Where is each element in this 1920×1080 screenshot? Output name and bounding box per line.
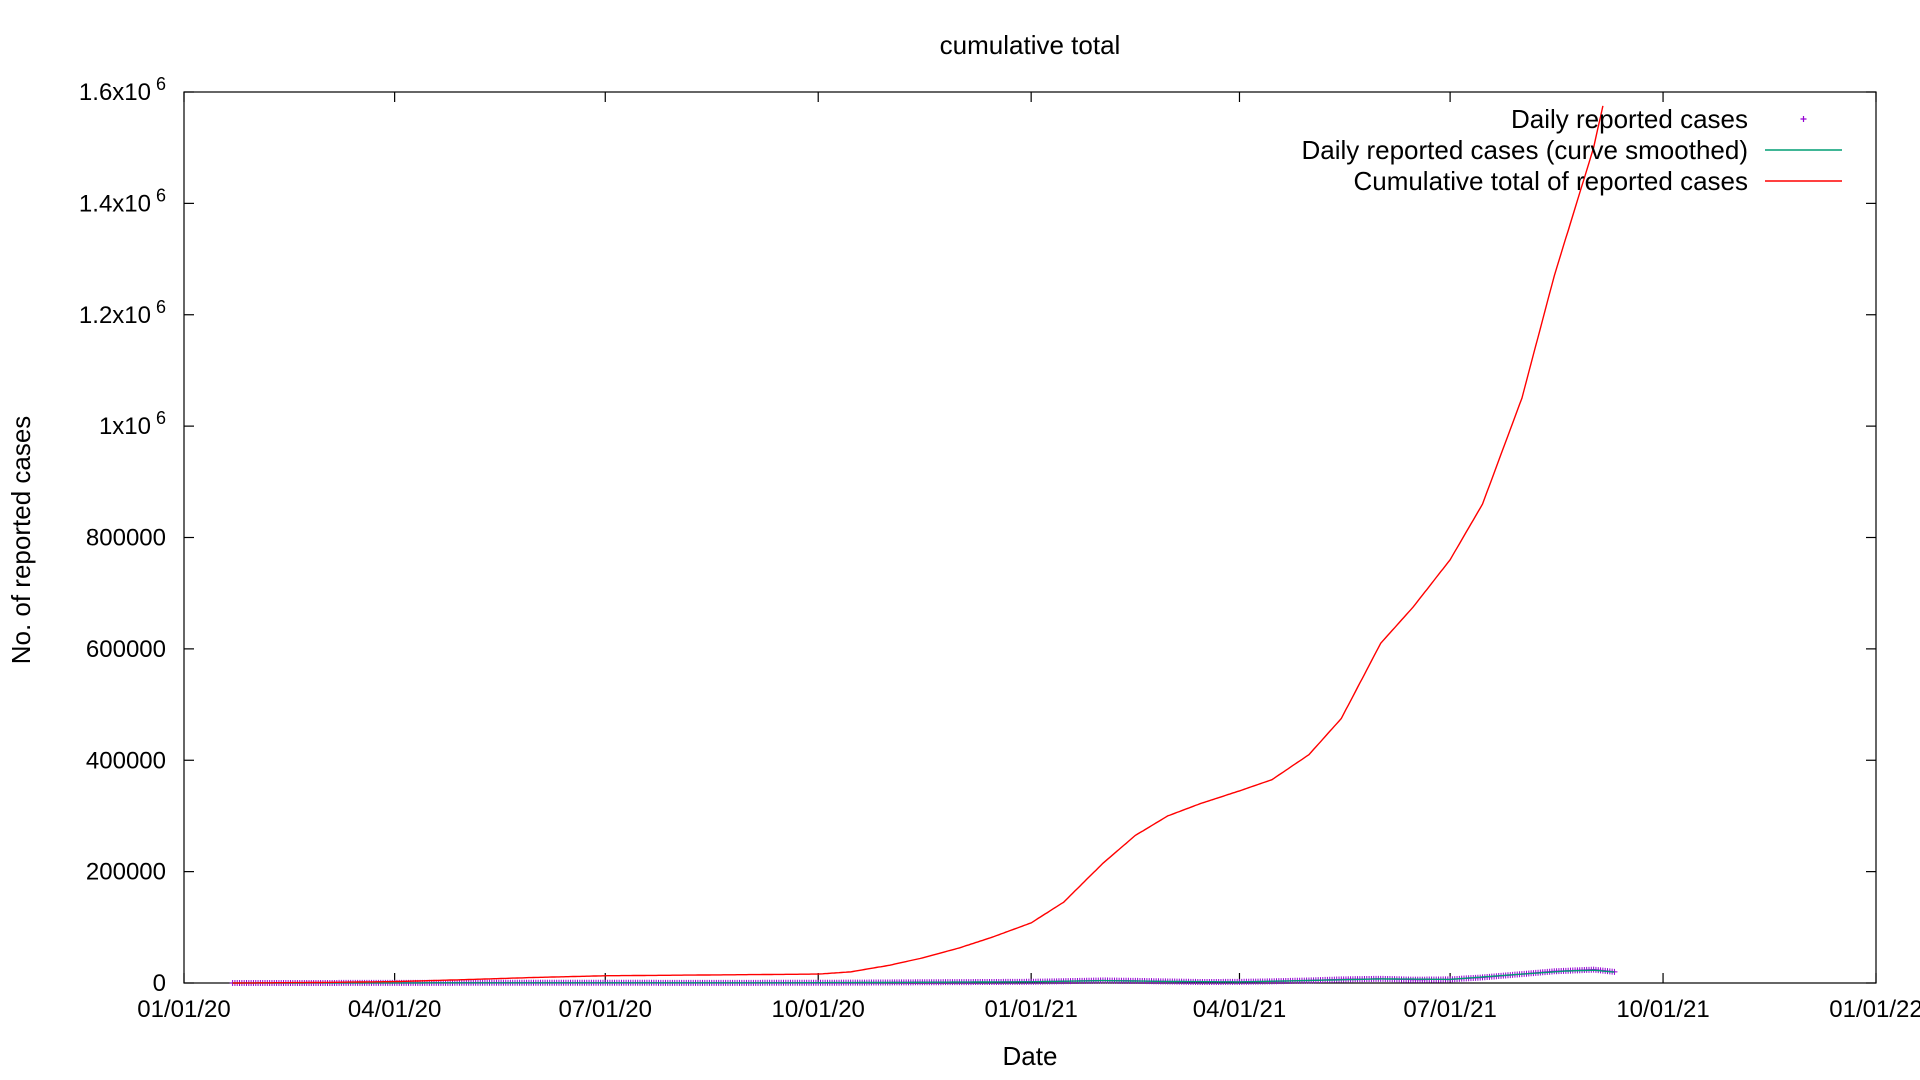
legend-label: Daily reported cases: [1511, 104, 1748, 134]
x-tick-label: 01/01/20: [137, 996, 230, 1023]
legend-label: Daily reported cases (curve smoothed): [1301, 135, 1748, 165]
series-2: [232, 969, 1615, 984]
x-tick-label: 10/01/21: [1616, 996, 1709, 1023]
series-3: [232, 105, 1604, 984]
y-tick-label: 200000: [86, 859, 166, 886]
y-tick-label: 600000: [86, 636, 166, 663]
series-line: [232, 969, 1615, 984]
x-tick-label: 07/01/20: [559, 996, 652, 1023]
y-tick-label: 0: [153, 970, 166, 997]
y-tick-label: 1.2x10 6: [79, 297, 166, 329]
y-axis: 0 200000 400000 600000 800000 1x10 6 1.2x10 6 1.4…: [79, 74, 1876, 997]
y-axis-label: No. of reported cases: [6, 416, 36, 665]
series-line: [232, 105, 1604, 984]
x-tick-label: 07/01/21: [1403, 996, 1496, 1023]
y-tick-label: 400000: [86, 747, 166, 774]
y-tick-label: 1.4x10 6: [79, 185, 166, 217]
legend-label: Cumulative total of reported cases: [1353, 166, 1748, 196]
x-tick-label: 04/01/21: [1193, 996, 1286, 1023]
x-axis: 01/01/20 04/01/20 07/01/20 10/01/20 01/01/21…: [137, 92, 1920, 1023]
x-tick-label: 01/01/21: [984, 996, 1077, 1023]
y-tick-label: 1.6x10 6: [79, 74, 166, 106]
series-layer: [229, 105, 1618, 986]
chart-title: cumulative total: [940, 30, 1121, 60]
y-tick-label: 1x10 6: [99, 408, 166, 440]
x-tick-label: 10/01/20: [771, 996, 864, 1023]
legend-marker: [1800, 116, 1807, 122]
y-tick-label: 800000: [86, 525, 166, 552]
x-axis-label: Date: [1003, 1041, 1058, 1071]
x-tick-label: 01/01/22: [1829, 996, 1920, 1023]
x-tick-label: 04/01/20: [348, 996, 441, 1023]
